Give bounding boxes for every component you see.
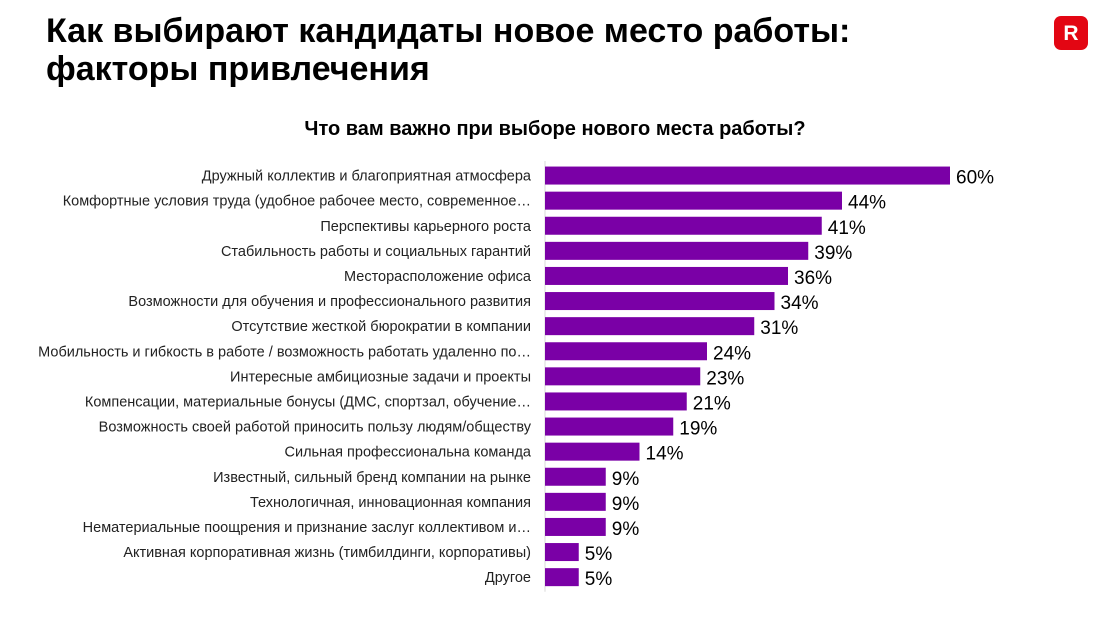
- category-label: Интересные амбициозные задачи и проекты: [230, 369, 531, 385]
- value-label: 44%: [848, 193, 886, 214]
- value-label: 19%: [679, 419, 717, 440]
- slide-title-line-2: факторы привлечения: [46, 50, 430, 88]
- slide-title-line-1: Как выбирают кандидаты новое место работ…: [46, 12, 851, 50]
- category-label: Отсутствие жесткой бюрократии в компании: [231, 319, 531, 335]
- bar: [545, 392, 687, 411]
- category-label: Сильная профессиональна команда: [285, 445, 532, 461]
- bar: [545, 367, 701, 386]
- category-label: Известный, сильный бренд компании на рын…: [213, 470, 531, 486]
- bar: [545, 266, 788, 285]
- bar: [545, 442, 640, 461]
- chart-title: Что вам важно при выборе нового места ра…: [304, 118, 806, 140]
- value-label: 24%: [713, 343, 751, 364]
- category-label: Возможности для обучения и профессиональ…: [128, 294, 531, 310]
- bar: [545, 166, 950, 185]
- value-label: 9%: [612, 469, 640, 490]
- category-label: Нематериальные поощрения и признание зас…: [83, 520, 531, 536]
- value-label: 34%: [781, 293, 819, 314]
- bar: [545, 216, 822, 235]
- brand-letter: R: [1063, 22, 1078, 44]
- slide-title: Как выбирают кандидаты новое место работ…: [46, 12, 1006, 88]
- value-label: 21%: [693, 393, 731, 414]
- bar: [545, 342, 707, 361]
- bar: [545, 517, 606, 536]
- value-label: 60%: [956, 168, 994, 189]
- bar: [545, 492, 606, 511]
- bar: [545, 467, 606, 486]
- value-label: 5%: [585, 544, 613, 565]
- value-label: 9%: [612, 494, 640, 515]
- category-label: Перспективы карьерного роста: [320, 219, 532, 235]
- value-label: 5%: [585, 569, 613, 590]
- value-label: 14%: [646, 444, 684, 465]
- category-label: Возможность своей работой приносить поль…: [99, 420, 532, 436]
- brand-letter-glyph: R: [1063, 22, 1078, 44]
- value-label: 9%: [612, 519, 640, 540]
- value-label: 31%: [760, 318, 798, 339]
- bar: [545, 292, 775, 311]
- category-label: Комфортные условия труда (удобное рабоче…: [63, 194, 531, 210]
- value-label: 41%: [828, 218, 866, 239]
- category-label: Мобильность и гибкость в работе / возмож…: [38, 344, 531, 360]
- category-label: Компенсации, материальные бонусы (ДМС, с…: [85, 394, 531, 410]
- category-label: Технологичная, инновационная компания: [250, 495, 531, 511]
- bar: [545, 417, 674, 436]
- category-label: Стабильность работы и социальных гаранти…: [221, 244, 531, 260]
- category-label: Месторасположение офиса: [344, 269, 532, 285]
- bar: [545, 543, 579, 562]
- bar: [545, 241, 809, 260]
- bar: [545, 191, 842, 210]
- value-label: 39%: [814, 243, 852, 264]
- value-label: 36%: [794, 268, 832, 289]
- bar: [545, 317, 755, 336]
- brand-r-icon: R: [1054, 16, 1088, 50]
- category-label: Активная корпоративная жизнь (тимбилдинг…: [123, 545, 531, 561]
- category-label: Другое: [485, 570, 531, 586]
- bar: [545, 568, 579, 587]
- category-label: Дружный коллектив и благоприятная атмосф…: [202, 169, 532, 185]
- value-label: 23%: [706, 368, 744, 389]
